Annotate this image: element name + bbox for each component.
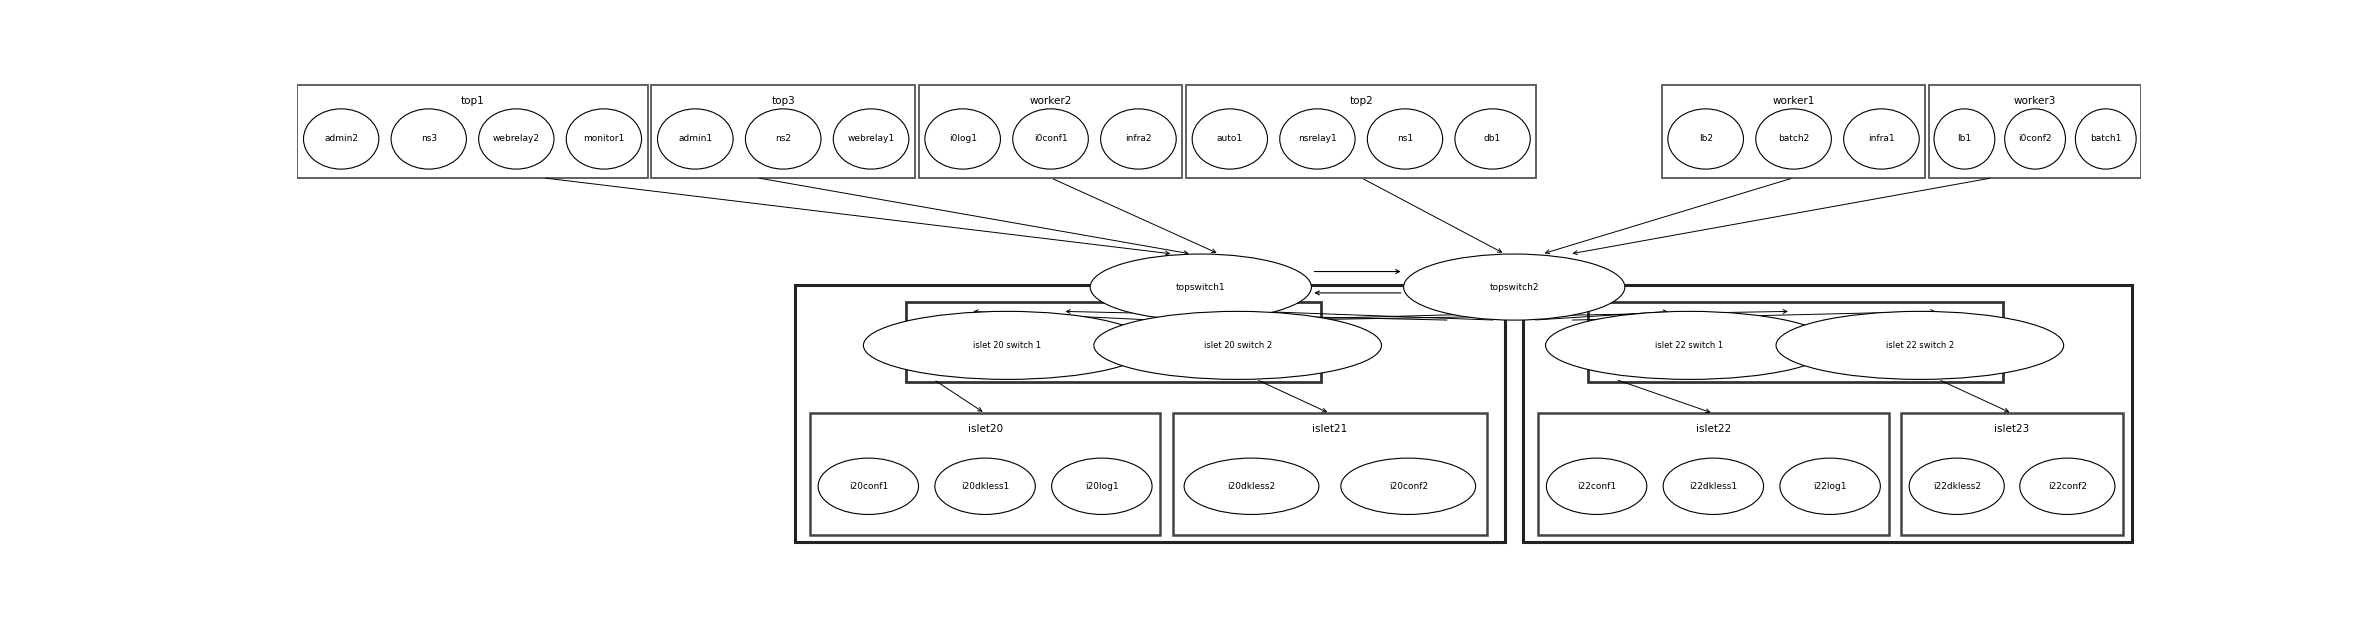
Ellipse shape: [1094, 311, 1382, 379]
Ellipse shape: [833, 109, 909, 169]
Text: worker3: worker3: [2015, 96, 2055, 106]
Text: nsrelay1: nsrelay1: [1299, 134, 1337, 143]
Text: islet 22 switch 1: islet 22 switch 1: [1656, 341, 1722, 350]
Text: db1: db1: [1484, 134, 1501, 143]
Ellipse shape: [1185, 458, 1318, 514]
Ellipse shape: [1910, 458, 2003, 514]
Text: lb2: lb2: [1699, 134, 1713, 143]
Text: top2: top2: [1349, 96, 1373, 106]
Text: worker2: worker2: [1030, 96, 1071, 106]
Text: infra1: infra1: [1868, 134, 1894, 143]
Text: batch2: batch2: [1777, 134, 1808, 143]
Ellipse shape: [1368, 109, 1442, 169]
Ellipse shape: [1777, 311, 2063, 379]
Ellipse shape: [1456, 109, 1530, 169]
FancyBboxPatch shape: [1929, 85, 2141, 178]
Text: i22conf2: i22conf2: [2048, 482, 2086, 491]
Ellipse shape: [1342, 458, 1475, 514]
Ellipse shape: [818, 458, 918, 514]
Text: monitor1: monitor1: [583, 134, 626, 143]
Ellipse shape: [1546, 311, 1834, 379]
Text: batch1: batch1: [2091, 134, 2122, 143]
Ellipse shape: [1404, 254, 1625, 320]
Text: ns2: ns2: [776, 134, 792, 143]
FancyBboxPatch shape: [1589, 302, 2003, 382]
Text: auto1: auto1: [1216, 134, 1242, 143]
Text: ns1: ns1: [1396, 134, 1413, 143]
FancyBboxPatch shape: [906, 302, 1320, 382]
Ellipse shape: [745, 109, 821, 169]
Text: lb1: lb1: [1958, 134, 1972, 143]
Ellipse shape: [2020, 458, 2115, 514]
Text: i20conf2: i20conf2: [1389, 482, 1427, 491]
Text: webrelay1: webrelay1: [847, 134, 895, 143]
FancyBboxPatch shape: [652, 85, 916, 178]
Ellipse shape: [935, 458, 1035, 514]
Ellipse shape: [1934, 109, 1996, 169]
Ellipse shape: [2005, 109, 2065, 169]
Text: webrelay2: webrelay2: [492, 134, 540, 143]
Ellipse shape: [1844, 109, 1920, 169]
Text: islet21: islet21: [1313, 424, 1347, 434]
FancyBboxPatch shape: [1523, 285, 2132, 542]
Ellipse shape: [1280, 109, 1356, 169]
Ellipse shape: [390, 109, 466, 169]
FancyBboxPatch shape: [809, 413, 1161, 535]
Text: islet 22 switch 2: islet 22 switch 2: [1887, 341, 1953, 350]
Text: topswitch1: topswitch1: [1175, 283, 1225, 292]
Ellipse shape: [864, 311, 1151, 379]
Ellipse shape: [1192, 109, 1268, 169]
Text: i0conf2: i0conf2: [2017, 134, 2051, 143]
Ellipse shape: [1013, 109, 1087, 169]
Text: islet22: islet22: [1696, 424, 1732, 434]
Text: infra2: infra2: [1125, 134, 1151, 143]
FancyBboxPatch shape: [918, 85, 1182, 178]
Text: i20dkless1: i20dkless1: [961, 482, 1009, 491]
Ellipse shape: [305, 109, 378, 169]
Text: worker1: worker1: [1772, 96, 1815, 106]
Text: i22dkless1: i22dkless1: [1689, 482, 1737, 491]
FancyBboxPatch shape: [297, 85, 647, 178]
Text: admin1: admin1: [678, 134, 711, 143]
Ellipse shape: [1779, 458, 1879, 514]
Text: top1: top1: [462, 96, 485, 106]
FancyBboxPatch shape: [1661, 85, 1925, 178]
Text: top3: top3: [771, 96, 795, 106]
Text: islet23: islet23: [1994, 424, 2029, 434]
Ellipse shape: [566, 109, 642, 169]
Text: i22dkless2: i22dkless2: [1932, 482, 1982, 491]
Text: i22conf1: i22conf1: [1577, 482, 1615, 491]
Text: islet 20 switch 2: islet 20 switch 2: [1204, 341, 1273, 350]
FancyBboxPatch shape: [795, 285, 1506, 542]
Ellipse shape: [2074, 109, 2136, 169]
Ellipse shape: [1663, 458, 1763, 514]
Text: i22log1: i22log1: [1813, 482, 1846, 491]
FancyBboxPatch shape: [1901, 413, 2122, 535]
Text: admin2: admin2: [324, 134, 359, 143]
Text: islet20: islet20: [968, 424, 1002, 434]
Text: i20log1: i20log1: [1085, 482, 1118, 491]
Ellipse shape: [925, 109, 1002, 169]
Text: i0conf1: i0conf1: [1035, 134, 1068, 143]
Text: islet 20 switch 1: islet 20 switch 1: [973, 341, 1042, 350]
Text: ns3: ns3: [421, 134, 438, 143]
Text: i20dkless2: i20dkless2: [1228, 482, 1275, 491]
Ellipse shape: [1101, 109, 1175, 169]
Ellipse shape: [1668, 109, 1744, 169]
FancyBboxPatch shape: [1539, 413, 1889, 535]
Ellipse shape: [1090, 254, 1311, 320]
FancyBboxPatch shape: [1187, 85, 1537, 178]
FancyBboxPatch shape: [1173, 413, 1487, 535]
Ellipse shape: [1756, 109, 1832, 169]
Ellipse shape: [1546, 458, 1646, 514]
Text: i20conf1: i20conf1: [849, 482, 887, 491]
Text: topswitch2: topswitch2: [1489, 283, 1539, 292]
Ellipse shape: [1052, 458, 1151, 514]
Ellipse shape: [657, 109, 733, 169]
Text: i0log1: i0log1: [949, 134, 978, 143]
Ellipse shape: [478, 109, 554, 169]
